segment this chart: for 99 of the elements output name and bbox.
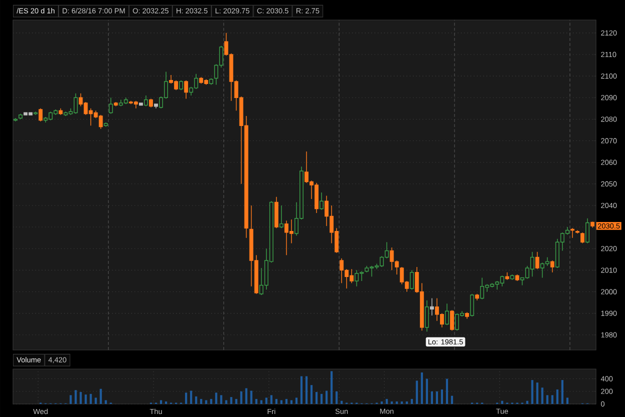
bar — [536, 382, 538, 404]
bar — [410, 398, 413, 404]
bar — [330, 371, 333, 404]
bar — [406, 401, 408, 404]
bar — [80, 392, 82, 404]
candlestick — [179, 80, 184, 90]
bar — [396, 401, 398, 404]
candlestick — [184, 80, 188, 100]
bar — [295, 398, 298, 404]
bar — [275, 398, 278, 404]
bar — [380, 401, 383, 404]
bar — [205, 400, 208, 404]
candlestick — [114, 102, 118, 107]
bar — [70, 395, 72, 404]
bar — [551, 395, 554, 404]
bar — [90, 394, 92, 404]
bar — [220, 395, 222, 404]
bar — [430, 391, 433, 404]
bar — [300, 376, 303, 404]
candlestick — [445, 303, 449, 326]
bar — [440, 389, 444, 404]
candlestick — [475, 294, 480, 301]
bar — [270, 395, 272, 404]
bar — [320, 394, 323, 404]
candlestick — [138, 102, 143, 106]
candlestick — [108, 97, 113, 114]
candlestick — [585, 218, 590, 244]
bar — [436, 391, 438, 404]
candlestick — [465, 312, 470, 320]
bar — [450, 396, 454, 404]
bar — [100, 388, 102, 404]
candlestick — [34, 111, 38, 116]
candlestick — [450, 310, 454, 331]
bar — [164, 401, 168, 404]
bar — [531, 380, 534, 404]
bar — [235, 398, 238, 404]
bar — [104, 400, 107, 404]
bar — [200, 398, 202, 404]
bar — [225, 400, 228, 404]
candlestick — [515, 274, 520, 282]
candlestick — [144, 95, 148, 107]
candlestick — [410, 270, 414, 290]
bar — [94, 398, 97, 404]
bar — [420, 372, 423, 404]
candlestick — [320, 192, 324, 210]
candlestick — [550, 260, 554, 273]
bar — [230, 397, 232, 404]
bar — [386, 398, 388, 404]
bar — [566, 398, 568, 404]
bar — [556, 389, 558, 404]
bar — [74, 390, 77, 404]
bar — [260, 400, 262, 404]
candlestick — [149, 98, 153, 108]
candlestick — [570, 228, 574, 238]
candlestick — [154, 104, 158, 109]
bar — [250, 390, 252, 404]
bar — [446, 378, 448, 404]
bar — [195, 396, 198, 404]
bar — [245, 388, 248, 404]
candlestick — [430, 298, 434, 316]
bar — [280, 400, 282, 404]
candlestick — [209, 78, 214, 86]
bar — [255, 398, 258, 404]
candlestick — [279, 205, 284, 228]
candlestick — [38, 108, 43, 122]
candlestick — [535, 251, 540, 270]
bar — [541, 388, 544, 404]
candlestick — [58, 108, 63, 116]
bar — [290, 400, 293, 404]
bar — [526, 400, 528, 404]
bar — [390, 401, 393, 404]
bar — [265, 398, 268, 404]
bar — [285, 398, 288, 404]
bar — [305, 376, 308, 404]
bar — [160, 400, 162, 404]
bar — [215, 392, 218, 404]
bar — [426, 378, 428, 404]
candlestick — [510, 274, 514, 280]
bar — [190, 390, 192, 404]
candlestick — [104, 122, 108, 128]
candlestick — [580, 232, 584, 244]
bar — [310, 385, 313, 404]
bar — [210, 398, 212, 404]
bar — [84, 394, 87, 404]
bar — [561, 380, 564, 404]
bar — [315, 392, 318, 404]
candlestick — [590, 221, 594, 228]
candlestick — [424, 300, 429, 332]
bar — [400, 401, 403, 404]
bar — [416, 380, 418, 404]
bar — [185, 392, 188, 404]
candlestick — [575, 230, 580, 234]
candlestick — [470, 294, 474, 317]
bar — [546, 395, 548, 404]
candlestick — [18, 113, 23, 120]
bar — [336, 391, 338, 404]
candlestick — [274, 196, 278, 228]
bar — [326, 390, 328, 404]
bar — [240, 391, 242, 404]
